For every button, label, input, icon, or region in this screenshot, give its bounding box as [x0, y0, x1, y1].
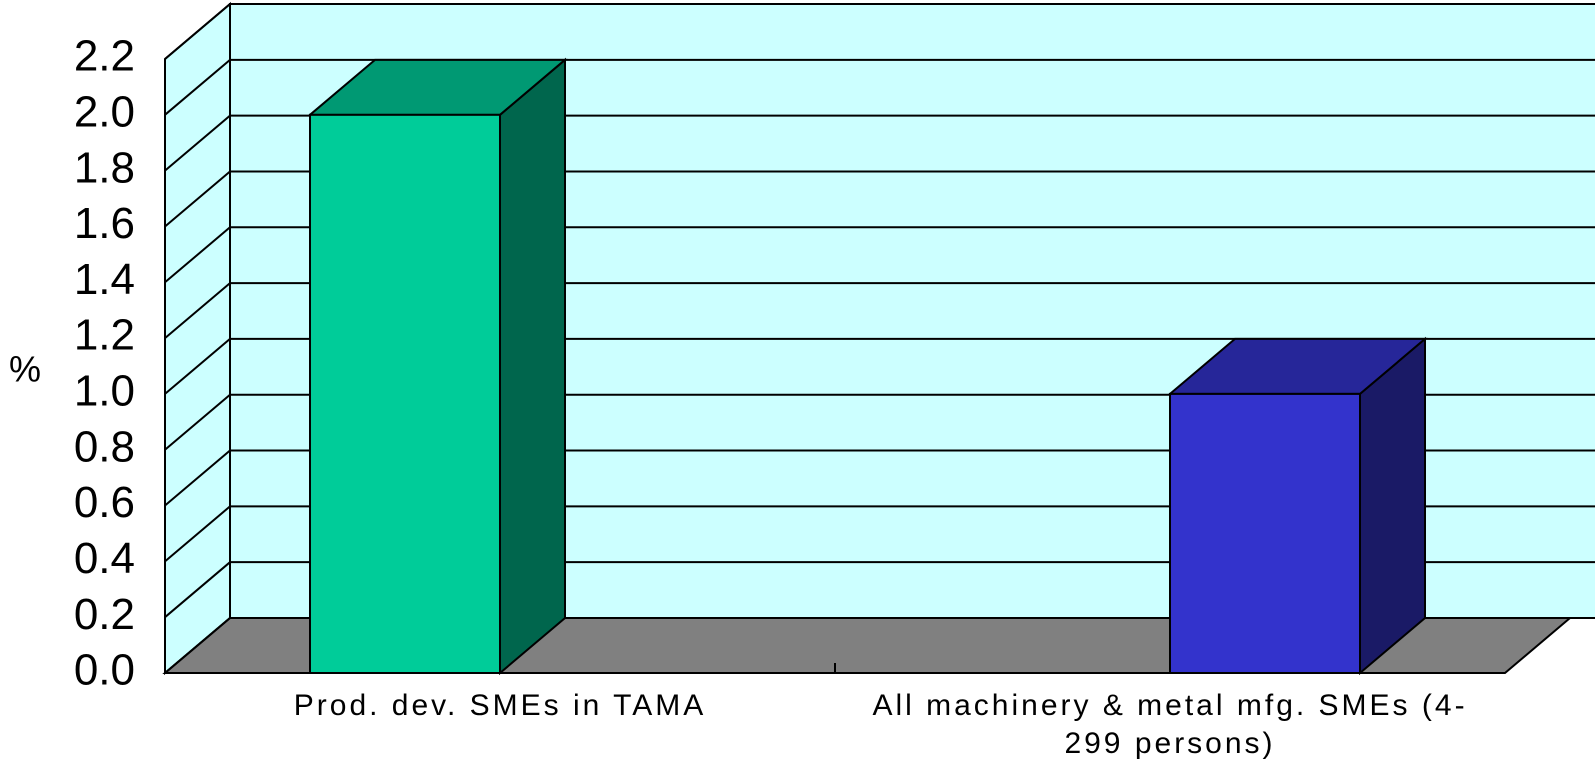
y-tick-label: 0.8 — [74, 422, 135, 471]
grid-line — [164, 393, 1595, 451]
y-tick-label: 2.0 — [74, 87, 135, 136]
grid-line — [164, 505, 1595, 563]
bar-side — [1359, 336, 1426, 676]
y-axis-label: % — [9, 349, 41, 390]
grid-line — [164, 337, 1595, 395]
y-tick-label: 0.4 — [74, 534, 135, 583]
bar-side — [499, 57, 566, 676]
grid-line — [164, 561, 1595, 618]
grid-line — [164, 58, 1595, 116]
grid-line — [164, 226, 1595, 284]
y-tick-label: 1.4 — [74, 255, 135, 304]
y-tick-label: 2.2 — [74, 32, 135, 81]
x-tick-label: Prod. dev. SMEs in TAMA — [293, 689, 707, 722]
y-tick-label: 0.2 — [74, 590, 135, 639]
y-tick-label: 1.2 — [74, 311, 135, 360]
side-wall — [164, 1, 231, 676]
x-tick-label: All machinery & metal mfg. SMEs (4-299 p… — [872, 689, 1468, 760]
grid-line — [164, 170, 1595, 228]
bar — [1169, 392, 1361, 674]
y-tick-label: 0.6 — [74, 478, 135, 527]
y-tick-label: 1.8 — [74, 143, 135, 192]
y-tick-label: 1.0 — [74, 367, 135, 416]
grid-line — [164, 3, 1595, 60]
y-tick-label: 1.6 — [74, 199, 135, 248]
bar — [309, 113, 501, 675]
grid-line — [164, 282, 1595, 339]
grid-line — [164, 114, 1595, 172]
y-tick-label: 0.0 — [74, 646, 135, 695]
grid-line — [164, 617, 1595, 674]
grid-line — [164, 449, 1595, 507]
